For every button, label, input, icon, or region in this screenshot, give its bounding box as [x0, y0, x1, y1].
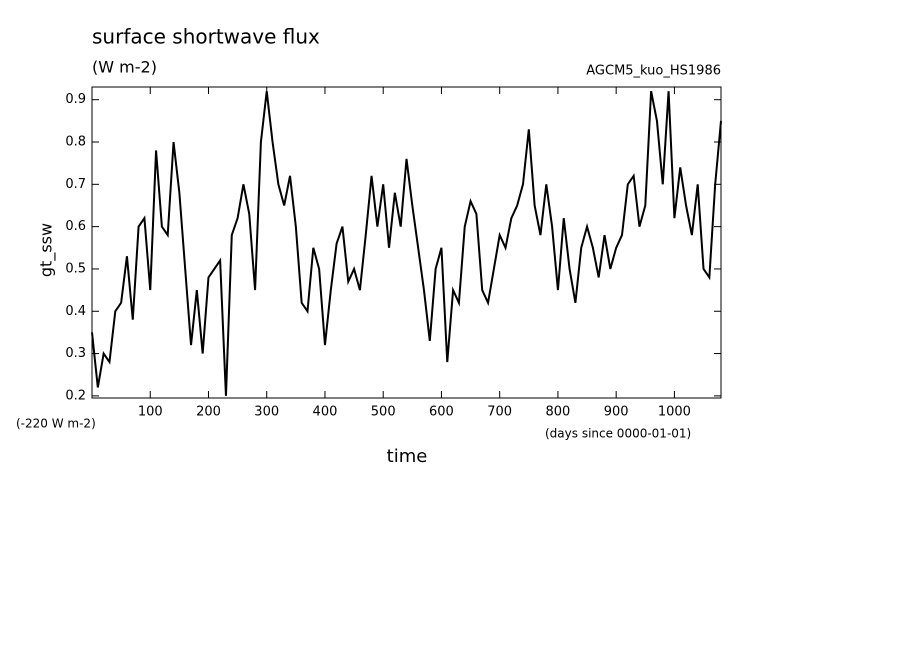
x-tick-label: 1000 — [658, 405, 691, 420]
x-tick-label: 800 — [546, 405, 571, 420]
x-tick-label: 900 — [604, 405, 629, 420]
y-tick-label: 0.8 — [65, 135, 86, 150]
y-tick-label: 0.4 — [65, 304, 86, 319]
x-tick-label: 500 — [371, 405, 396, 420]
y-tick-label: 0.2 — [65, 388, 86, 403]
y-tick-label: 0.7 — [65, 177, 86, 192]
y-axis-label: gt_ssw — [37, 223, 57, 277]
y-tick-label: 0.6 — [65, 219, 86, 234]
chart-subtitle: (W m-2) — [92, 58, 157, 77]
x-axis-label: time — [387, 446, 428, 467]
y-tick-label: 0.5 — [65, 261, 86, 276]
y-tick-label: 0.3 — [65, 346, 86, 361]
x-tick-label: 600 — [429, 405, 454, 420]
x-tick-label: 300 — [254, 405, 279, 420]
x-tick-label: 100 — [138, 405, 163, 420]
plot-frame — [91, 86, 722, 399]
data-line — [91, 91, 722, 396]
y-tick-label: 0.9 — [65, 92, 86, 107]
chart-title: surface shortwave flux — [92, 25, 320, 49]
x-units: (days since 0000-01-01) — [545, 427, 691, 441]
x-tick-label: 400 — [313, 405, 338, 420]
run-label: AGCM5_kuo_HS1986 — [586, 64, 721, 79]
x-tick-label: 200 — [196, 405, 221, 420]
offset-label: (-220 W m-2) — [16, 417, 96, 431]
x-tick-label: 700 — [487, 405, 512, 420]
